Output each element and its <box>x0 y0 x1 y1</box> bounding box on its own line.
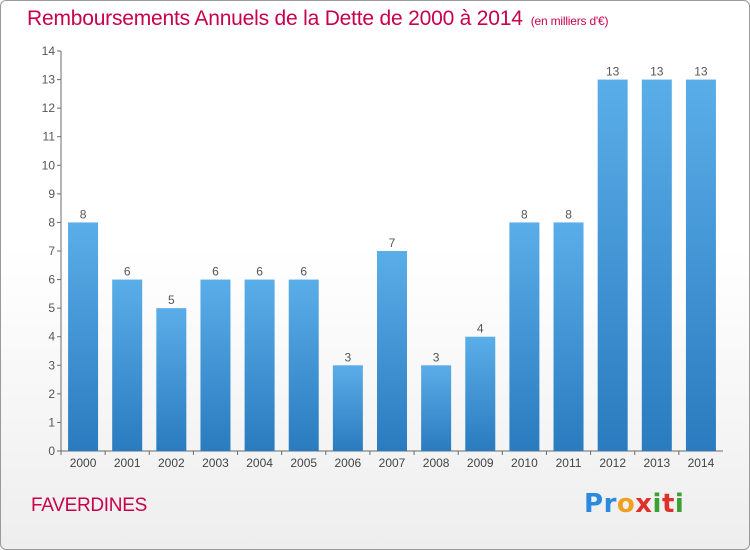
commune-name: FAVERDINES <box>31 495 147 516</box>
bar-2002 <box>156 308 187 451</box>
y-tick-label: 2 <box>48 387 55 401</box>
x-tick-label-2006: 2006 <box>335 456 362 470</box>
bar-2004 <box>244 279 275 451</box>
x-tick-label-2008: 2008 <box>423 456 450 470</box>
bar-2003 <box>200 279 231 451</box>
bar-2014 <box>685 79 716 452</box>
value-label-2005: 6 <box>300 265 307 279</box>
y-tick-label: 4 <box>48 330 55 344</box>
logo-letter: x <box>635 489 653 519</box>
x-tick-label-2009: 2009 <box>467 456 494 470</box>
logo-letter: i <box>674 489 685 519</box>
proxiti-logo: Proxiti <box>584 489 684 519</box>
logo-letter: i <box>652 489 662 519</box>
value-label-2012: 13 <box>606 65 620 79</box>
x-tick-label-2005: 2005 <box>290 456 317 470</box>
y-tick-label: 8 <box>48 215 55 229</box>
value-label-2014: 13 <box>694 65 708 79</box>
x-tick-label-2002: 2002 <box>158 456 185 470</box>
y-tick-label: 14 <box>42 44 56 58</box>
x-tick-label-2011: 2011 <box>556 456 582 470</box>
value-label-2009: 4 <box>477 322 484 336</box>
value-label-2007: 7 <box>389 236 396 250</box>
bar-2006 <box>332 365 363 451</box>
value-label-2011: 8 <box>565 207 572 221</box>
x-tick-label-2013: 2013 <box>643 456 670 470</box>
x-tick-label-2012: 2012 <box>599 456 626 470</box>
value-label-2002: 5 <box>168 293 175 307</box>
value-label-2004: 6 <box>256 265 263 279</box>
logo-letter: r <box>603 489 617 519</box>
bar-2001 <box>112 279 143 451</box>
logo-letter: o <box>616 489 636 519</box>
x-tick-label-2007: 2007 <box>379 456 406 470</box>
y-tick-label: 1 <box>48 415 55 429</box>
y-tick-label: 9 <box>48 187 55 201</box>
bar-2009 <box>465 336 496 451</box>
bar-2000 <box>68 222 99 451</box>
x-tick-label-2010: 2010 <box>511 456 538 470</box>
y-tick-label: 6 <box>48 273 55 287</box>
bar-2012 <box>597 79 628 452</box>
value-label-2013: 13 <box>650 65 664 79</box>
bar-2010 <box>509 222 540 451</box>
x-tick-labels-group: 2000 2001 2002 2003 2004 2005 2006 2007 2008 2009… <box>60 451 715 470</box>
value-label-2000: 8 <box>80 207 87 221</box>
value-label-2001: 6 <box>124 265 131 279</box>
value-label-2008: 3 <box>433 350 440 364</box>
value-label-2010: 8 <box>521 207 528 221</box>
y-tick-label: 12 <box>42 101 56 115</box>
chart-title: Remboursements Annuels de la Dette de 20… <box>27 7 608 31</box>
y-tick-label: 11 <box>43 130 56 144</box>
title-text: Remboursements Annuels de la Dette de 20… <box>27 7 523 30</box>
x-tick-label-2003: 2003 <box>202 456 229 470</box>
y-tick-label: 10 <box>42 158 56 172</box>
y-tick-label: 0 <box>48 444 55 458</box>
y-tick-label: 7 <box>48 244 55 258</box>
x-tick-label-2001: 2001 <box>114 456 141 470</box>
y-tick-label: 3 <box>48 358 55 372</box>
logo-letter: t <box>661 489 675 519</box>
value-label-2003: 6 <box>212 265 219 279</box>
bar-2008 <box>421 365 452 451</box>
y-tick-label: 13 <box>42 73 56 87</box>
bar-2013 <box>641 79 672 452</box>
bars-group <box>68 79 716 452</box>
chart-subtitle: (en milliers d'€) <box>530 14 609 28</box>
bar-2011 <box>553 222 584 451</box>
y-tick-label: 5 <box>48 301 55 315</box>
bar-2005 <box>288 279 319 451</box>
x-tick-label-2004: 2004 <box>246 456 273 470</box>
x-tick-label-2014: 2014 <box>688 456 715 470</box>
value-labels-group: 8 6 5 6 6 6 3 7 3 4 8 8 13 13 13 <box>80 65 708 365</box>
bar-2007 <box>377 251 407 451</box>
logo-letter: P <box>584 489 604 519</box>
x-tick-label-2000: 2000 <box>70 456 97 470</box>
value-label-2006: 3 <box>345 350 352 364</box>
